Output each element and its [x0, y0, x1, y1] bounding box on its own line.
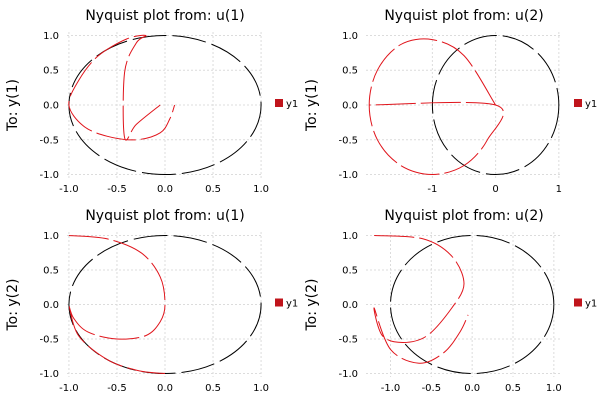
- x-tick-label: 0.5: [205, 184, 221, 195]
- legend-label: y1: [585, 99, 597, 110]
- legend-swatch: [275, 99, 283, 107]
- subplot-4: -1.0 -0.5 0.0 0.5 1.0 1.0 0.5 0.0 -0.5 -1.0 Nyquis…: [304, 208, 597, 394]
- x-tick-label: -0.5: [107, 184, 127, 195]
- unit-circle-line: [68, 234, 262, 375]
- y-axis-label: To: y(1): [304, 79, 320, 132]
- subplot-title: Nyquist plot from: u(2): [384, 208, 543, 224]
- x-tick-label: -0.5: [107, 383, 127, 394]
- subplot-2: -1 0 1 1.0 0.5 0.0 -0.5 -1.0 Nyquist plot from: …: [304, 8, 597, 195]
- unit-circle-line: [389, 234, 555, 375]
- x-tick-label: -0.5: [422, 383, 442, 394]
- legend-swatch: [574, 298, 582, 307]
- y-axis-label: To: y(1): [5, 79, 21, 132]
- y-tick-label: 1.0: [342, 31, 358, 42]
- x-tick-label: 0.0: [464, 383, 480, 394]
- x-tick-label: 1.0: [253, 184, 269, 195]
- y-axis-label: To: y(2): [5, 278, 21, 331]
- grid-lines: [366, 232, 562, 377]
- y-tick-label: -0.5: [39, 335, 59, 346]
- legend-label: y1: [585, 299, 597, 310]
- y-tick-label: -1.0: [39, 170, 59, 181]
- grid-lines: [67, 32, 263, 178]
- x-tick-label: 1.0: [546, 383, 562, 394]
- y-tick-label: 0.0: [342, 101, 358, 112]
- y-tick-label: 0.0: [342, 300, 358, 311]
- x-tick-label: -1.0: [59, 383, 79, 394]
- y-axis-label: To: y(2): [304, 278, 320, 331]
- y-tick-label: -0.5: [338, 135, 358, 146]
- y-tick-label: -1.0: [39, 369, 59, 380]
- y-tick-label: 1.0: [342, 231, 358, 242]
- x-tick-label: 1: [556, 184, 562, 195]
- x-tick-label: 1.0: [253, 383, 269, 394]
- x-tick-label: 0.0: [157, 383, 173, 394]
- y-tick-label: -1.0: [338, 170, 358, 181]
- x-tick-label: 0.5: [205, 383, 221, 394]
- nyquist-curve: [368, 38, 504, 176]
- y-tick-label: 0.5: [43, 66, 59, 77]
- subplot-3: -1.0 -0.5 0.0 0.5 1.0 1.0 0.5 0.0 -0.5 -1.0 Nyquis…: [5, 208, 298, 394]
- y-tick-label: 0.5: [342, 66, 358, 77]
- y-tick-label: 0.0: [43, 300, 59, 311]
- grid-lines: [67, 232, 263, 377]
- y-tick-label: -0.5: [39, 135, 59, 146]
- subplot-1: -1.0 -0.5 0.0 0.5 1.0 1.0 0.5 0.0 -0.5 -1.0 Nyquis…: [5, 8, 298, 195]
- unit-circle-line: [431, 34, 560, 176]
- y-tick-label: 0.5: [342, 265, 358, 276]
- subplot-title: Nyquist plot from: u(1): [85, 8, 244, 24]
- subplot-title: Nyquist plot from: u(1): [85, 208, 244, 224]
- legend-label: y1: [286, 99, 298, 110]
- y-tick-label: -1.0: [338, 369, 358, 380]
- y-tick-label: 1.0: [43, 231, 59, 242]
- legend-label: y1: [286, 299, 298, 310]
- y-tick-label: 0.0: [43, 101, 59, 112]
- subplot-title: Nyquist plot from: u(2): [384, 8, 543, 24]
- x-tick-label: -1.0: [59, 184, 79, 195]
- x-tick-label: -1: [427, 184, 437, 195]
- y-tick-label: 1.0: [43, 31, 59, 42]
- nyquist-curve: [373, 235, 469, 364]
- nyquist-curve: [68, 34, 176, 141]
- x-tick-label: 0: [492, 184, 498, 195]
- y-tick-label: -0.5: [338, 335, 358, 346]
- nyquist-curve: [68, 235, 166, 374]
- legend-swatch: [275, 298, 283, 307]
- x-tick-label: 0.0: [157, 184, 173, 195]
- x-tick-label: -1.0: [381, 383, 401, 394]
- grid-lines: [366, 32, 562, 178]
- y-tick-label: 0.5: [43, 265, 59, 276]
- legend-swatch: [574, 99, 582, 107]
- x-tick-label: 0.5: [505, 383, 521, 394]
